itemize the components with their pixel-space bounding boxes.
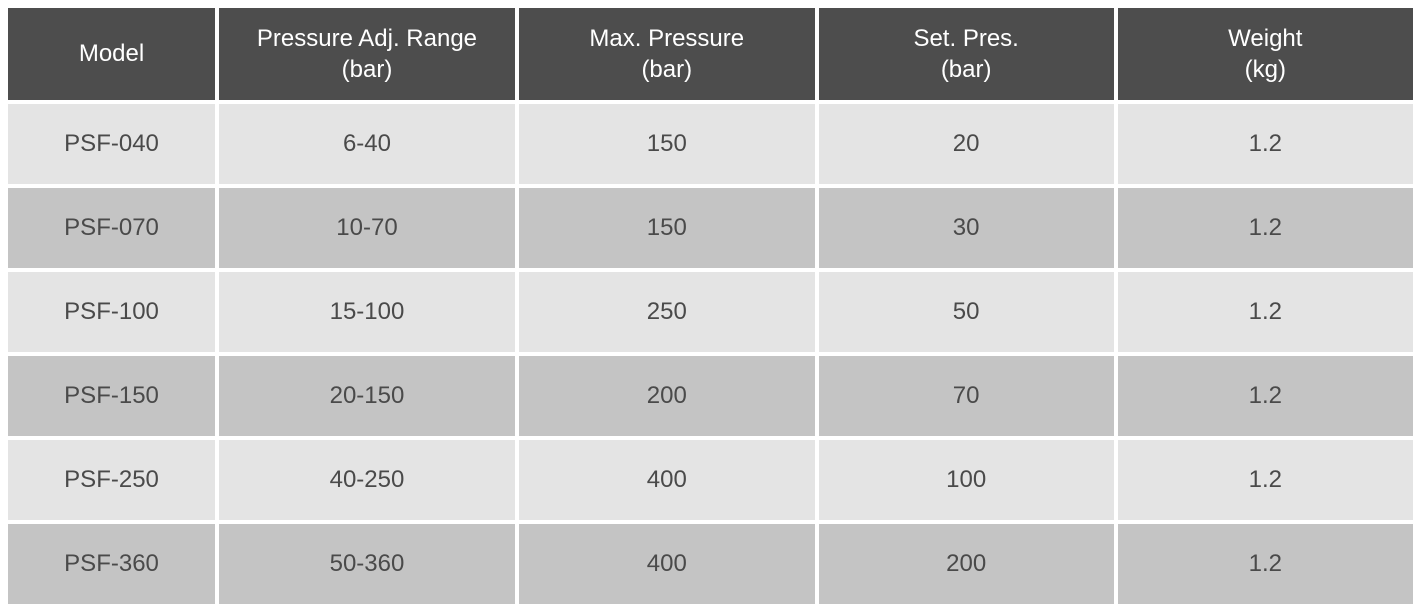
col-header-line1: Max. Pressure <box>523 23 811 54</box>
table-row: PSF-150 20-150 200 70 1.2 <box>8 356 1413 436</box>
cell-set-pres: 20 <box>819 104 1114 184</box>
cell-max-pressure: 150 <box>519 104 815 184</box>
col-header-line1: Model <box>12 38 211 69</box>
col-header-model: Model <box>8 8 215 100</box>
col-header-line2: (bar) <box>823 54 1110 85</box>
cell-pressure-range: 40-250 <box>219 440 515 520</box>
cell-weight: 1.2 <box>1118 440 1413 520</box>
col-header-line2: (bar) <box>523 54 811 85</box>
col-header-max-pressure: Max. Pressure (bar) <box>519 8 815 100</box>
cell-max-pressure: 400 <box>519 524 815 604</box>
table-row: PSF-100 15-100 250 50 1.2 <box>8 272 1413 352</box>
table-row: PSF-040 6-40 150 20 1.2 <box>8 104 1413 184</box>
cell-max-pressure: 400 <box>519 440 815 520</box>
table-row: PSF-360 50-360 400 200 1.2 <box>8 524 1413 604</box>
cell-set-pres: 70 <box>819 356 1114 436</box>
cell-weight: 1.2 <box>1118 104 1413 184</box>
table-row: PSF-070 10-70 150 30 1.2 <box>8 188 1413 268</box>
cell-model: PSF-360 <box>8 524 215 604</box>
cell-model: PSF-150 <box>8 356 215 436</box>
cell-max-pressure: 200 <box>519 356 815 436</box>
col-header-line1: Set. Pres. <box>823 23 1110 54</box>
col-header-line2: (bar) <box>223 54 511 85</box>
cell-pressure-range: 6-40 <box>219 104 515 184</box>
cell-pressure-range: 10-70 <box>219 188 515 268</box>
cell-model: PSF-250 <box>8 440 215 520</box>
cell-model: PSF-100 <box>8 272 215 352</box>
cell-max-pressure: 150 <box>519 188 815 268</box>
cell-weight: 1.2 <box>1118 188 1413 268</box>
col-header-line1: Weight <box>1122 23 1409 54</box>
cell-set-pres: 200 <box>819 524 1114 604</box>
table-row: PSF-250 40-250 400 100 1.2 <box>8 440 1413 520</box>
col-header-line1: Pressure Adj. Range <box>223 23 511 54</box>
cell-pressure-range: 20-150 <box>219 356 515 436</box>
cell-weight: 1.2 <box>1118 272 1413 352</box>
col-header-line2: (kg) <box>1122 54 1409 85</box>
spec-table: Model Pressure Adj. Range (bar) Max. Pre… <box>4 4 1417 608</box>
cell-pressure-range: 15-100 <box>219 272 515 352</box>
col-header-weight: Weight (kg) <box>1118 8 1413 100</box>
cell-max-pressure: 250 <box>519 272 815 352</box>
cell-pressure-range: 50-360 <box>219 524 515 604</box>
table-header-row: Model Pressure Adj. Range (bar) Max. Pre… <box>8 8 1413 100</box>
col-header-set-pres: Set. Pres. (bar) <box>819 8 1114 100</box>
cell-set-pres: 50 <box>819 272 1114 352</box>
cell-weight: 1.2 <box>1118 524 1413 604</box>
cell-weight: 1.2 <box>1118 356 1413 436</box>
col-header-pressure-range: Pressure Adj. Range (bar) <box>219 8 515 100</box>
cell-set-pres: 100 <box>819 440 1114 520</box>
cell-model: PSF-070 <box>8 188 215 268</box>
cell-set-pres: 30 <box>819 188 1114 268</box>
cell-model: PSF-040 <box>8 104 215 184</box>
